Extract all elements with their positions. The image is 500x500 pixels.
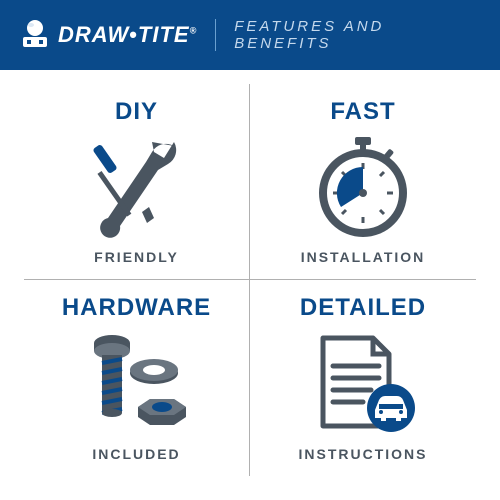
header-bar: DRAW•TITE® FEATURES AND BENEFITS bbox=[0, 0, 500, 70]
feature-subtitle: INSTALLATION bbox=[301, 249, 426, 265]
brand-suffix: TITE bbox=[138, 22, 190, 47]
feature-detailed: DETAILED bbox=[250, 280, 476, 476]
feature-diy: DIY FRIENDLY bbox=[24, 84, 250, 280]
header-tagline: FEATURES AND BENEFITS bbox=[234, 18, 482, 52]
bolt-nut-icon bbox=[32, 322, 241, 446]
brand-logo: DRAW•TITE® bbox=[18, 18, 197, 52]
document-car-icon bbox=[258, 322, 468, 446]
feature-title: DIY bbox=[115, 98, 158, 126]
feature-subtitle: INCLUDED bbox=[92, 446, 180, 462]
feature-title: DETAILED bbox=[300, 294, 426, 322]
feature-subtitle: FRIENDLY bbox=[94, 249, 179, 265]
brand-text: DRAW•TITE® bbox=[58, 22, 197, 48]
tools-icon bbox=[32, 126, 241, 249]
header-divider bbox=[215, 19, 216, 51]
features-grid: DIY FRIENDLY FAST bbox=[0, 70, 500, 500]
stopwatch-icon bbox=[258, 126, 468, 249]
feature-fast: FAST bbox=[250, 84, 476, 280]
hitch-ball-icon bbox=[18, 18, 52, 52]
feature-subtitle: INSTRUCTIONS bbox=[299, 446, 428, 462]
feature-title: HARDWARE bbox=[62, 294, 211, 322]
feature-title: FAST bbox=[330, 98, 395, 126]
brand-prefix: DRAW bbox=[58, 22, 129, 47]
feature-hardware: HARDWARE bbox=[24, 280, 250, 476]
